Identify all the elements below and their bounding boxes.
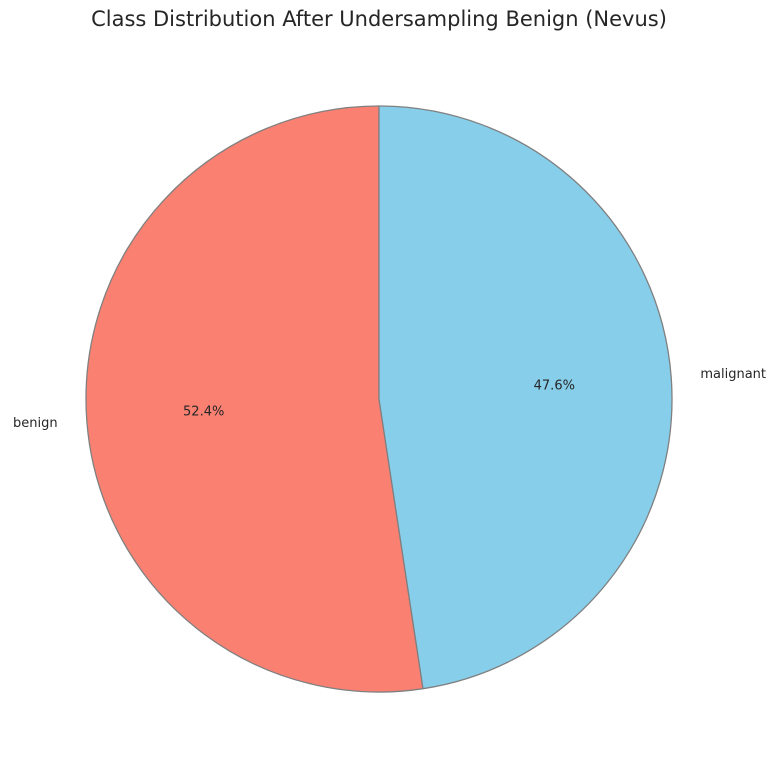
pie-slices [85, 105, 673, 693]
pie-slice-malignant [378, 105, 673, 690]
pct-label-benign: 52.4% [183, 405, 224, 420]
pie-labels: benign 52.4% malignant 47.6% [13, 367, 766, 431]
chart-title: Class Distribution After Undersampling B… [91, 7, 667, 31]
slice-label-benign: benign [13, 416, 58, 431]
pct-label-malignant: 47.6% [534, 378, 575, 393]
slice-label-malignant: malignant [700, 367, 766, 382]
pie-slice-benign [85, 105, 424, 693]
